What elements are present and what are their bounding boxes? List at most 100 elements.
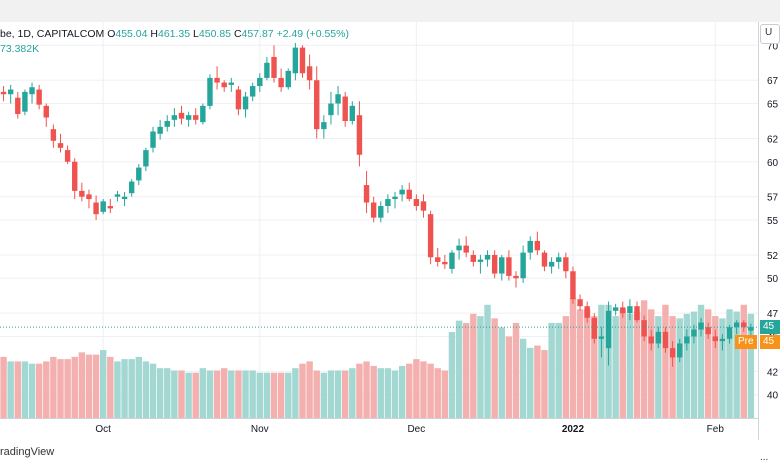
candle-body	[214, 77, 220, 83]
volume-bar	[648, 309, 655, 418]
candle-body	[541, 252, 548, 267]
volume-bar	[534, 345, 541, 418]
candle-body	[178, 112, 185, 119]
candle-body	[385, 199, 391, 207]
candle-body	[392, 196, 398, 200]
candle-body	[29, 87, 35, 95]
volume-bar	[576, 309, 584, 418]
volume-bar	[107, 356, 114, 418]
candle-body	[292, 47, 299, 74]
pre-price-tag: 45	[760, 335, 780, 350]
volume-bar	[484, 304, 491, 418]
candle-body	[200, 105, 206, 123]
price-tick-label: 60	[767, 158, 779, 169]
candle-body	[648, 336, 654, 344]
volume-bar	[114, 361, 121, 418]
open-value: 455.04	[115, 28, 148, 40]
volume-bar	[733, 311, 740, 418]
volume-bar	[57, 359, 64, 418]
volume-bar	[740, 304, 747, 418]
close-label: C	[233, 28, 242, 40]
volume-bar	[391, 370, 399, 418]
volume-bar	[726, 309, 733, 418]
candle-body	[306, 66, 313, 81]
volume-bar	[178, 370, 185, 418]
volume-bar	[683, 313, 691, 418]
candle-body	[107, 206, 114, 209]
volume-bar	[220, 368, 228, 418]
candle-body	[228, 82, 235, 85]
candle-body	[50, 129, 57, 141]
volume-bar	[491, 318, 498, 418]
candle-body	[477, 259, 484, 262]
symbol-label: be, 1D, CAPITALCOM	[0, 28, 105, 40]
candle-body	[534, 240, 541, 251]
low-value: 450.85	[198, 28, 232, 40]
candle-body	[712, 336, 719, 342]
candle-body	[427, 214, 434, 258]
candle-body	[86, 194, 92, 200]
low-label: L	[193, 28, 199, 40]
candle-body	[420, 201, 427, 211]
volume-bar	[370, 365, 377, 418]
time-tick-label: Feb	[707, 424, 725, 435]
candle-body	[499, 257, 505, 274]
volume-bars	[0, 298, 755, 418]
volume-bar	[121, 359, 128, 418]
volume-bar	[0, 356, 7, 418]
time-tick-label: 2022	[562, 424, 585, 435]
volume-bar	[320, 372, 328, 418]
volume-bar	[199, 368, 207, 418]
price-tick-label: 52	[767, 251, 779, 262]
volume-bar	[612, 316, 619, 418]
pre-label: Pre	[738, 336, 754, 348]
time-axis-menu[interactable]: ...	[760, 452, 769, 463]
candle-body	[435, 257, 441, 262]
volume-bar	[498, 327, 505, 418]
volume-bar	[270, 372, 278, 418]
volume-bar	[327, 370, 335, 418]
candlestick-chart[interactable]	[0, 22, 758, 442]
volume-bar	[149, 363, 157, 418]
tradingview-brand[interactable]: radingView	[0, 446, 55, 458]
volume-bar	[441, 370, 449, 418]
price-axis-border	[758, 22, 759, 440]
volume-bar	[43, 361, 50, 418]
candle-body	[413, 199, 420, 207]
candle-body	[641, 320, 647, 337]
volume-bar	[349, 368, 356, 418]
volume-bar	[505, 336, 513, 418]
candle-body	[36, 89, 42, 105]
volume-bar	[292, 368, 299, 418]
scale-settings-button[interactable]: U	[760, 24, 780, 44]
last-price-tag: 45	[760, 320, 780, 335]
candle-body	[363, 185, 370, 203]
volume-bar	[619, 309, 626, 418]
candle-body	[612, 307, 619, 311]
candle-body	[484, 254, 491, 260]
candle-body	[249, 86, 256, 97]
candle-body	[257, 77, 263, 87]
candle-body	[185, 115, 192, 120]
candle-body	[570, 271, 576, 300]
close-value: 457.87	[241, 28, 274, 40]
volume-bar	[306, 361, 313, 418]
candle-body	[314, 80, 320, 130]
price-tick-label: 40	[767, 391, 779, 402]
candle-body	[620, 307, 626, 314]
candle-body	[378, 206, 384, 218]
volume-bar	[135, 356, 142, 418]
volume-bar	[662, 304, 669, 418]
candle-body	[221, 82, 227, 88]
candle-body	[677, 343, 683, 358]
volume-bar	[448, 331, 456, 418]
volume-bar	[128, 359, 135, 418]
candle-body	[128, 181, 135, 194]
volume-bar	[285, 372, 292, 418]
candle-body	[705, 327, 711, 335]
change-value: +2.49 (+0.55%)	[276, 28, 349, 40]
volume-bar	[64, 359, 71, 418]
volume-bar	[462, 322, 470, 418]
candle-body	[299, 47, 306, 74]
volume-bar	[455, 320, 463, 418]
